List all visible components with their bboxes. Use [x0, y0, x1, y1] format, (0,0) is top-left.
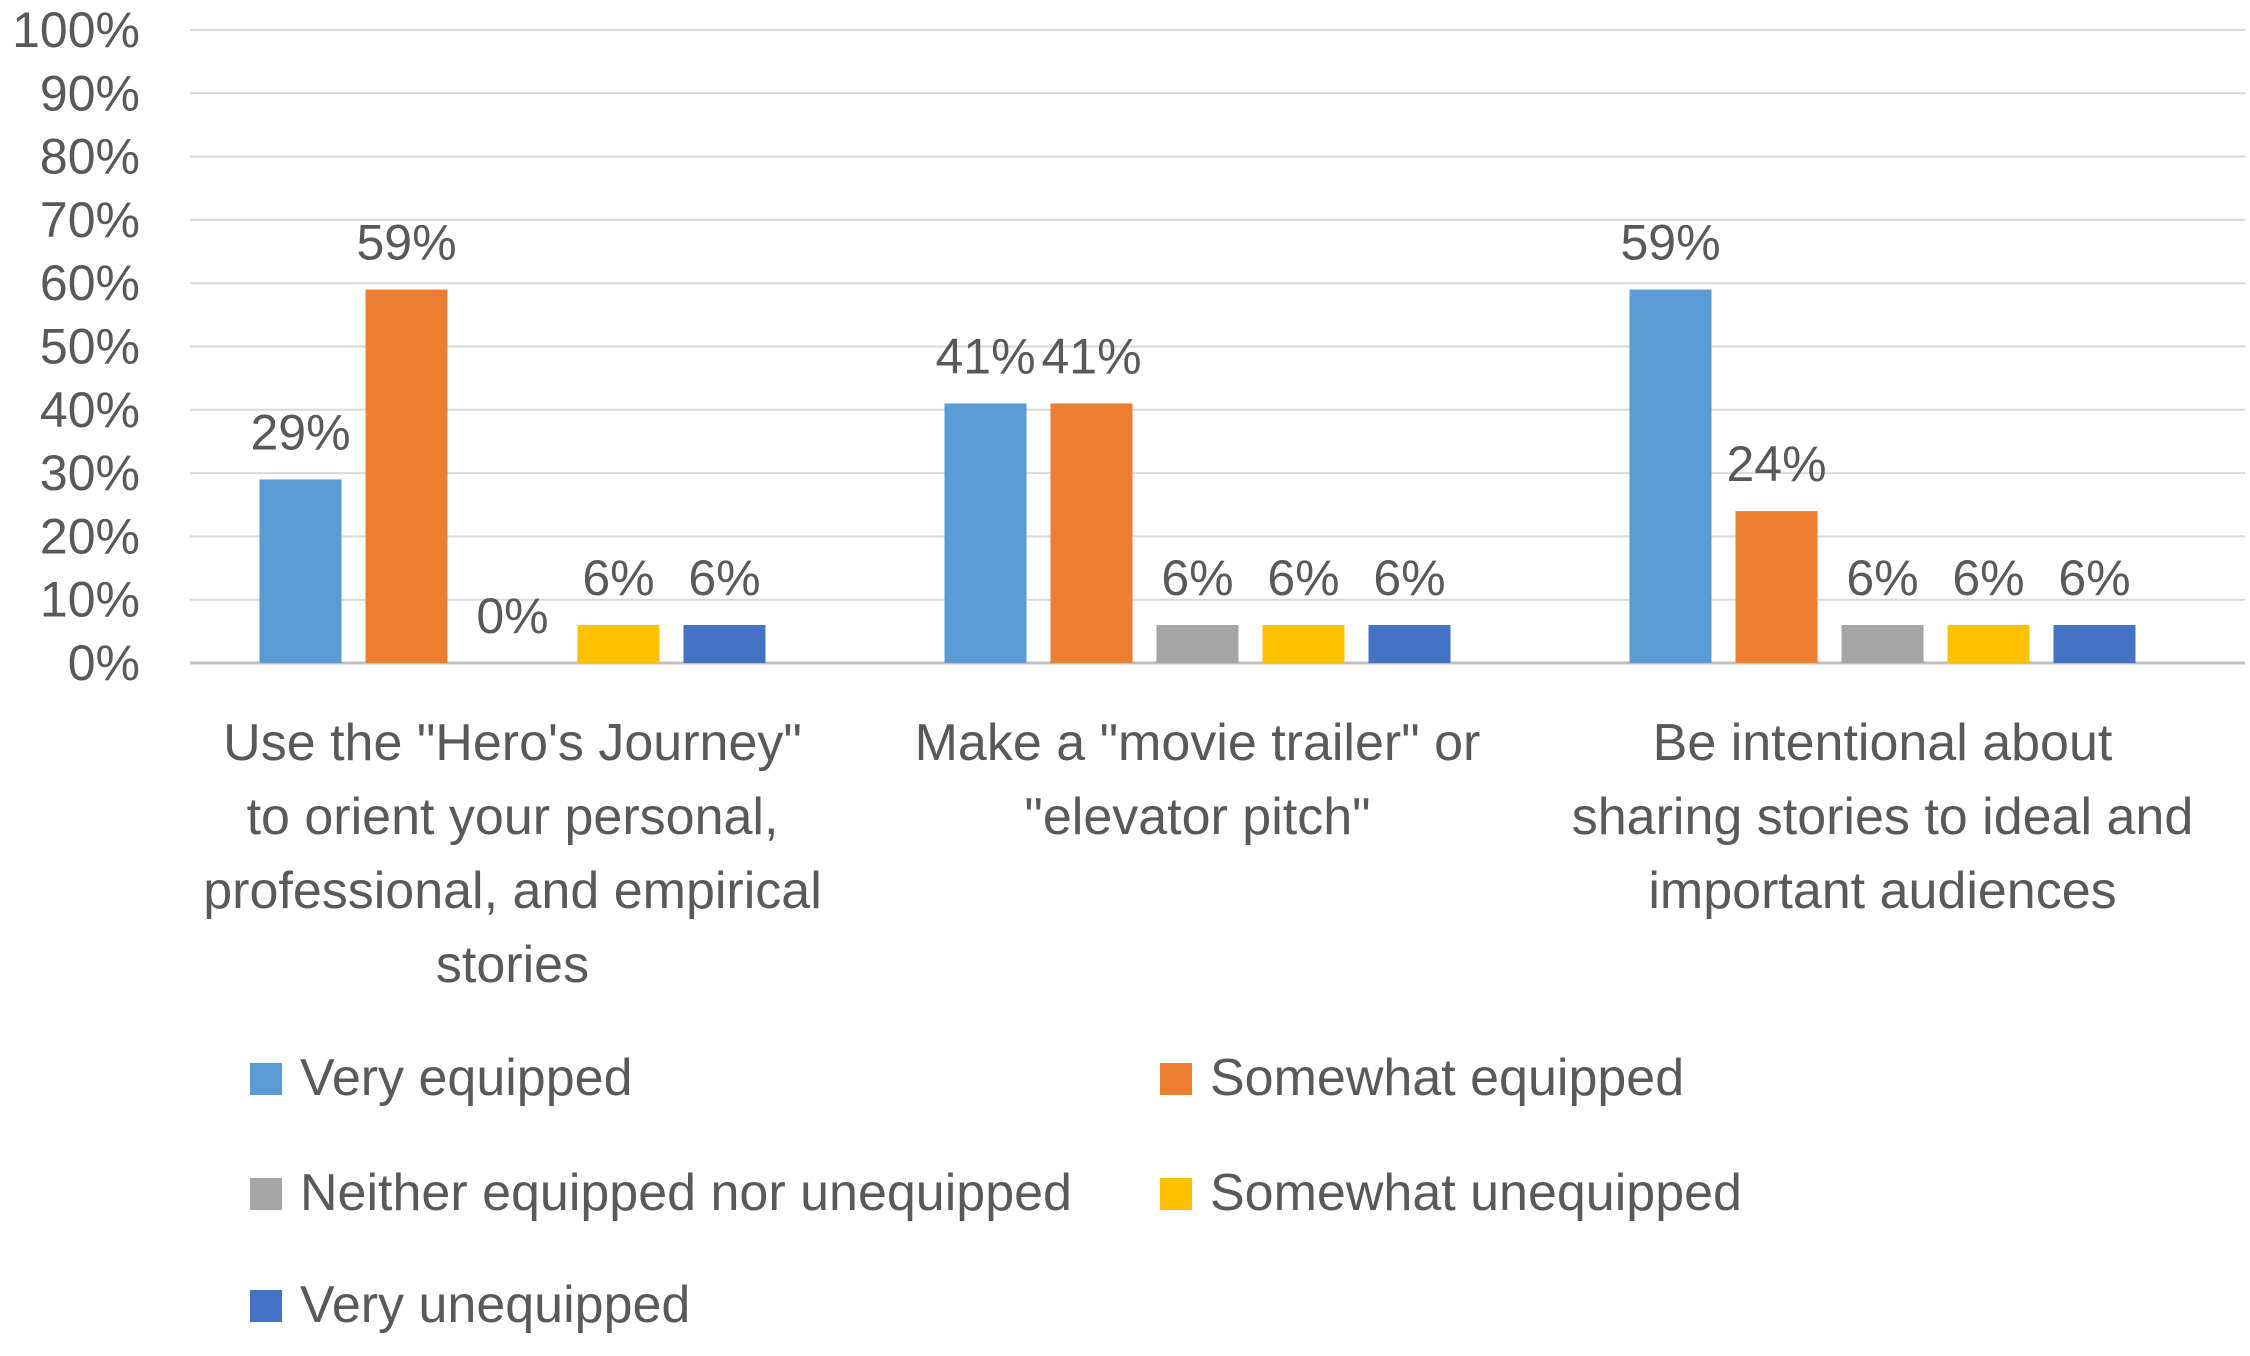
bar — [1156, 625, 1239, 663]
bar — [1735, 511, 1818, 663]
data-label: 29% — [250, 404, 350, 460]
data-label: 59% — [356, 215, 456, 271]
legend-swatch — [250, 1063, 282, 1095]
bar — [944, 403, 1027, 663]
data-label: 41% — [1041, 328, 1141, 384]
legend: Very equipped Somewhat equipped Neither eq… — [250, 1049, 1742, 1334]
y-tick-label: 30% — [40, 445, 140, 501]
gridlines — [190, 29, 2245, 665]
legend-item: Somewhat unequipped — [1160, 1164, 1742, 1222]
data-labels: 29% 59% 0% 6% 6% 41% 41% 6% 6% 6% 59% 24% 6% 6% 6% — [250, 215, 2130, 644]
bars — [259, 289, 2136, 663]
legend-label: Very unequipped — [300, 1276, 690, 1334]
y-tick-label: 100% — [12, 2, 140, 58]
legend-swatch — [250, 1178, 282, 1210]
bar — [1947, 625, 2030, 663]
category-label: Make a "movie trailer" or "elevator pitch… — [915, 714, 1481, 846]
data-label: 6% — [1373, 550, 1445, 606]
data-label: 6% — [2058, 550, 2130, 606]
legend-swatch — [1160, 1063, 1192, 1095]
data-label: 0% — [476, 588, 548, 644]
legend-item: Very equipped — [250, 1049, 633, 1107]
y-tick-label: 70% — [40, 192, 140, 248]
legend-item: Neither equipped nor unequipped — [250, 1164, 1072, 1222]
data-label: 6% — [688, 550, 760, 606]
category-label: Be intentional about sharing stories to i… — [1572, 714, 2194, 920]
bar — [1050, 403, 1133, 663]
y-tick-label: 40% — [40, 382, 140, 438]
bar — [683, 625, 766, 663]
y-tick-label: 10% — [40, 572, 140, 628]
legend-label: Somewhat equipped — [1210, 1049, 1684, 1107]
data-label: 41% — [935, 328, 1035, 384]
data-label: 59% — [1620, 215, 1720, 271]
data-label: 6% — [1267, 550, 1339, 606]
data-label: 6% — [582, 550, 654, 606]
y-tick-label: 80% — [40, 129, 140, 185]
legend-item: Very unequipped — [250, 1276, 690, 1334]
y-tick-label: 50% — [40, 319, 140, 375]
bar — [259, 479, 342, 663]
bar — [1629, 289, 1712, 663]
bar — [577, 625, 660, 663]
data-label: 6% — [1161, 550, 1233, 606]
data-label: 24% — [1726, 436, 1826, 492]
bar — [1841, 625, 1924, 663]
bar — [1368, 625, 1451, 663]
category-label: Use the "Hero's Journey" to orient your p… — [203, 714, 822, 994]
y-axis-tick-labels: 0% 10% 20% 30% 40% 50% 60% 70% 80% 90% 100% — [12, 2, 140, 691]
y-tick-label: 0% — [68, 635, 140, 691]
legend-item: Somewhat equipped — [1160, 1049, 1684, 1107]
category-labels: Use the "Hero's Journey" to orient your p… — [203, 714, 2193, 994]
data-label: 6% — [1952, 550, 2024, 606]
legend-label: Very equipped — [300, 1049, 633, 1107]
y-tick-label: 90% — [40, 65, 140, 121]
bar — [1262, 625, 1345, 663]
bar — [2053, 625, 2136, 663]
legend-swatch — [1160, 1178, 1192, 1210]
data-label: 6% — [1846, 550, 1918, 606]
legend-label: Somewhat unequipped — [1210, 1164, 1742, 1222]
y-tick-label: 60% — [40, 255, 140, 311]
bar — [365, 289, 448, 663]
legend-label: Neither equipped nor unequipped — [300, 1164, 1072, 1222]
legend-swatch — [250, 1290, 282, 1322]
y-tick-label: 20% — [40, 508, 140, 564]
